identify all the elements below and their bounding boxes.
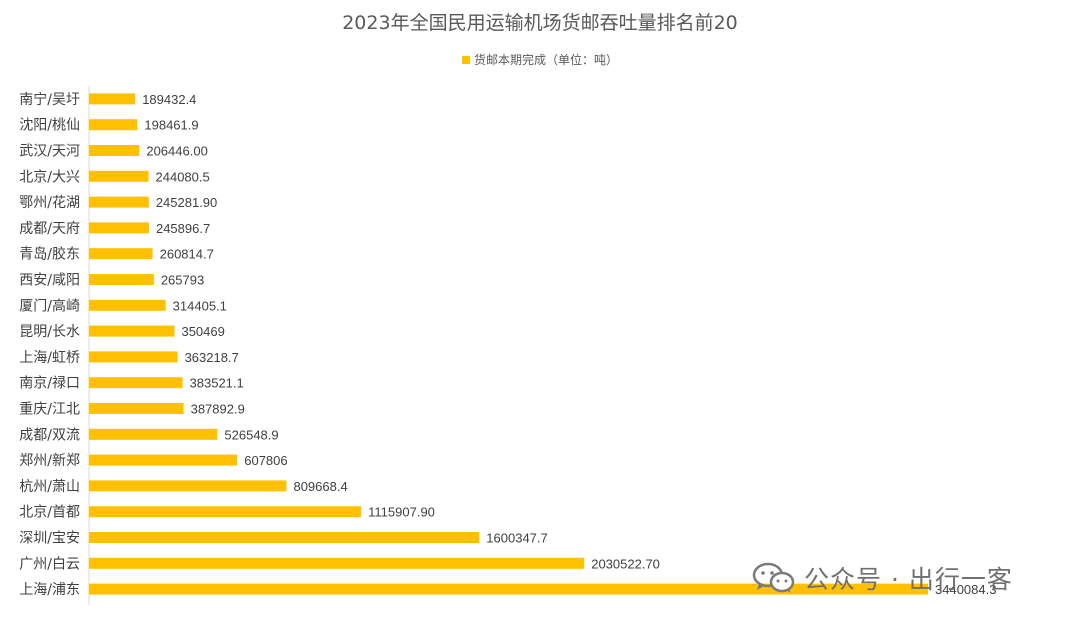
data-label: 314405.1 <box>173 298 227 313</box>
data-label: 607806 <box>244 453 287 468</box>
bar <box>89 299 166 311</box>
bar <box>89 506 362 518</box>
bar <box>89 93 136 105</box>
bar <box>89 351 178 363</box>
category-label: 厦门/高崎 <box>19 297 80 314</box>
category-label: 西安/咸阳 <box>19 273 80 289</box>
data-label: 1600347.7 <box>486 531 547 546</box>
bar <box>89 248 153 260</box>
data-label: 244080.5 <box>156 169 210 184</box>
category-label: 杭州/萧山 <box>19 479 80 495</box>
category-label: 上海/虹桥 <box>19 350 80 366</box>
category-label: 广州/白云 <box>19 556 80 572</box>
category-label: 青岛/胶东 <box>19 246 80 263</box>
data-label: 206446.00 <box>146 144 207 159</box>
data-label: 245896.7 <box>156 221 210 236</box>
category-label: 北京/大兴 <box>19 169 80 185</box>
data-label: 383521.1 <box>190 376 244 391</box>
bar <box>89 403 184 414</box>
data-label: 350469 <box>181 324 224 339</box>
legend-swatch <box>461 55 470 64</box>
category-label: 北京/首都 <box>19 505 80 521</box>
bar <box>89 196 149 208</box>
bar <box>89 145 140 156</box>
data-label: 245281.90 <box>156 195 217 210</box>
bar <box>89 170 149 182</box>
bar <box>89 377 183 389</box>
watermark-text: 公众号 · 出行一客 <box>804 565 1013 594</box>
bar <box>89 274 154 285</box>
wechat-icon <box>752 562 795 593</box>
bar <box>89 583 928 595</box>
data-label: 387892.9 <box>191 402 245 417</box>
bar <box>89 222 149 234</box>
data-label: 189432.4 <box>142 92 196 107</box>
bar <box>89 428 218 440</box>
data-label: 363218.7 <box>185 350 239 365</box>
category-label: 南宁/吴圩 <box>19 91 80 108</box>
bar <box>89 557 585 569</box>
bar <box>89 454 238 466</box>
data-label: 3440084.3 <box>935 582 996 597</box>
bar <box>89 532 480 543</box>
category-label: 沈阳/桃仙 <box>19 118 80 134</box>
category-label: 成都/天府 <box>19 221 80 237</box>
category-label: 昆明/长水 <box>19 324 80 340</box>
category-label: 重庆/江北 <box>19 402 80 418</box>
data-label: 260814.7 <box>160 247 214 262</box>
bar <box>89 325 175 337</box>
category-label: 郑州/新郑 <box>19 453 80 469</box>
data-label: 1115907.90 <box>368 505 435 520</box>
data-label: 265793 <box>161 273 204 288</box>
bar <box>89 119 138 131</box>
chart-title: 2023年全国民用运输机场货邮吞吐量排名前20 <box>342 12 738 34</box>
legend-label: 货邮本期完成（单位：吨） <box>473 53 618 67</box>
data-label: 2030522.70 <box>591 556 660 571</box>
bar <box>89 480 287 492</box>
watermark: 公众号 · 出行一客 <box>752 560 1013 596</box>
data-label: 526548.9 <box>224 427 278 442</box>
data-label: 198461.9 <box>144 118 198 133</box>
category-label: 鄂州/花湖 <box>19 195 80 211</box>
legend: 货邮本期完成（单位：吨） <box>0 51 1080 68</box>
category-label: 武汉/天河 <box>19 144 80 160</box>
category-label: 南京/禄口 <box>19 376 80 392</box>
category-label: 上海/浦东 <box>19 582 80 598</box>
category-label: 深圳/宝安 <box>19 531 80 547</box>
category-label: 成都/双流 <box>19 427 80 443</box>
data-label: 809668.4 <box>293 479 347 494</box>
